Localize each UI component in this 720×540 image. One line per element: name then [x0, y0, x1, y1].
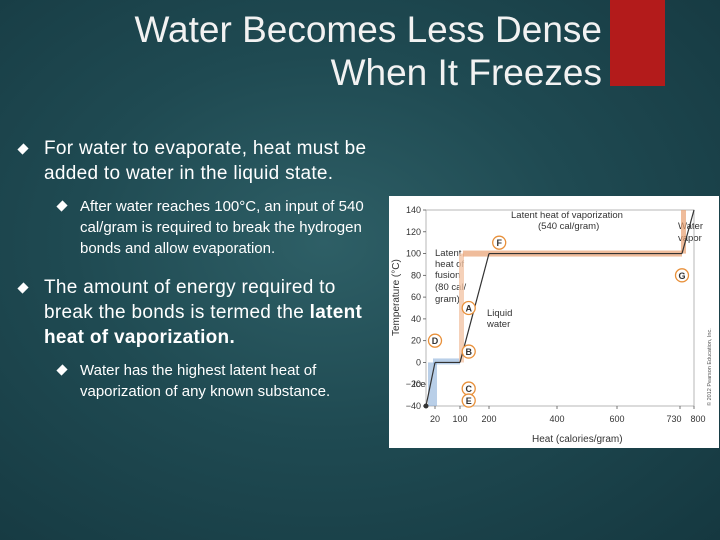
- y-tick-label: 80: [411, 270, 421, 280]
- y-tick-label: −20: [406, 379, 421, 389]
- annotation-fusion-4: (80 cal/: [435, 282, 467, 293]
- bullet-1-text: For water to evaporate, heat must be add…: [44, 138, 367, 184]
- y-tick-label: 40: [411, 314, 421, 324]
- annotation-fusion-1: Latent: [435, 248, 462, 259]
- sub-bullet-1-text: After water reaches 100°C, an input of 5…: [80, 198, 364, 257]
- point-label: D: [432, 336, 439, 346]
- point-label: G: [678, 271, 685, 281]
- x-tick-label: 800: [690, 414, 705, 424]
- copyright: © 2012 Pearson Education, Inc.: [706, 328, 713, 406]
- vapor-band: [681, 210, 686, 254]
- point-label: B: [465, 347, 472, 357]
- chart-svg: Temperature (°C) Heat (calories/gram) La…: [391, 205, 713, 445]
- bullet-2-text: The amount of energy required to break t…: [44, 277, 336, 323]
- x-tick-label: 100: [452, 414, 467, 424]
- sub-bullet-2: Water has the highest latent heat of vap…: [44, 360, 388, 402]
- x-tick-label: 730: [666, 414, 681, 424]
- curve-segment: [425, 362, 436, 407]
- annotation-fusion-3: fusion: [435, 270, 460, 281]
- x-tick-label: 200: [481, 414, 496, 424]
- annotation-fusion-5: gram): [435, 294, 460, 305]
- accent-bar: [610, 0, 665, 86]
- point-marker: [461, 300, 476, 316]
- x-axis-label: Heat (calories/gram): [532, 434, 623, 445]
- heating-curve-chart: Temperature (°C) Heat (calories/gram) La…: [389, 196, 719, 448]
- annotation-vaporization-value: (540 cal/gram): [538, 221, 599, 232]
- curve-segment: [681, 209, 695, 254]
- y-tick-label: 120: [406, 227, 421, 237]
- point-label: E: [466, 396, 472, 406]
- annotation-ice: Ice: [413, 379, 426, 390]
- ice-band: [428, 362, 437, 406]
- title-line-1: Water Becomes Less Dense: [134, 9, 603, 50]
- point-marker: [492, 235, 507, 250]
- point-marker: [461, 344, 476, 359]
- y-tick-label: 60: [411, 292, 421, 302]
- liquid-band: [459, 253, 464, 363]
- y-tick-label: 100: [406, 249, 421, 259]
- point-label: F: [496, 238, 502, 248]
- annotation-liquid-2: water: [486, 319, 510, 330]
- annotation-fusion-2: heat of: [435, 259, 464, 270]
- bullet-1: For water to evaporate, heat must be add…: [18, 136, 388, 186]
- annotation-liquid-1: Liquid: [487, 308, 512, 319]
- point-marker: [674, 268, 690, 283]
- annotation-vapor-1: Water: [678, 221, 703, 232]
- bullet-list: For water to evaporate, heat must be add…: [18, 136, 388, 402]
- sub-bullet-2-text: Water has the highest latent heat of vap…: [80, 362, 331, 400]
- y-tick-label: 20: [411, 336, 421, 346]
- point-marker: [427, 333, 443, 348]
- point-marker: [461, 393, 476, 408]
- slide-title: Water Becomes Less Dense When It Freezes: [42, 8, 603, 94]
- annotation-vaporization: Latent heat of vaporization: [511, 210, 623, 221]
- bullet-2: The amount of energy required to break t…: [18, 275, 388, 350]
- plot-frame: [425, 209, 695, 407]
- y-tick-label: 0: [416, 357, 421, 367]
- point-label: C: [465, 384, 472, 394]
- y-tick-label: 140: [406, 205, 421, 215]
- y-axis-label: Temperature (°C): [391, 259, 402, 336]
- bullet-2-bold: latent heat of vaporization.: [44, 302, 363, 348]
- start-point: [423, 403, 429, 409]
- annotation-vapor-2: vapor: [678, 233, 702, 244]
- point-label: A: [465, 304, 472, 314]
- title-line-2: When It Freezes: [330, 52, 602, 93]
- fusion-band: [433, 358, 460, 365]
- x-tick-label: 400: [549, 414, 564, 424]
- x-tick-label: 600: [609, 414, 624, 424]
- x-tick-label: 20: [430, 414, 440, 424]
- sub-bullet-1: After water reaches 100°C, an input of 5…: [44, 196, 388, 259]
- y-tick-label: −40: [406, 401, 421, 411]
